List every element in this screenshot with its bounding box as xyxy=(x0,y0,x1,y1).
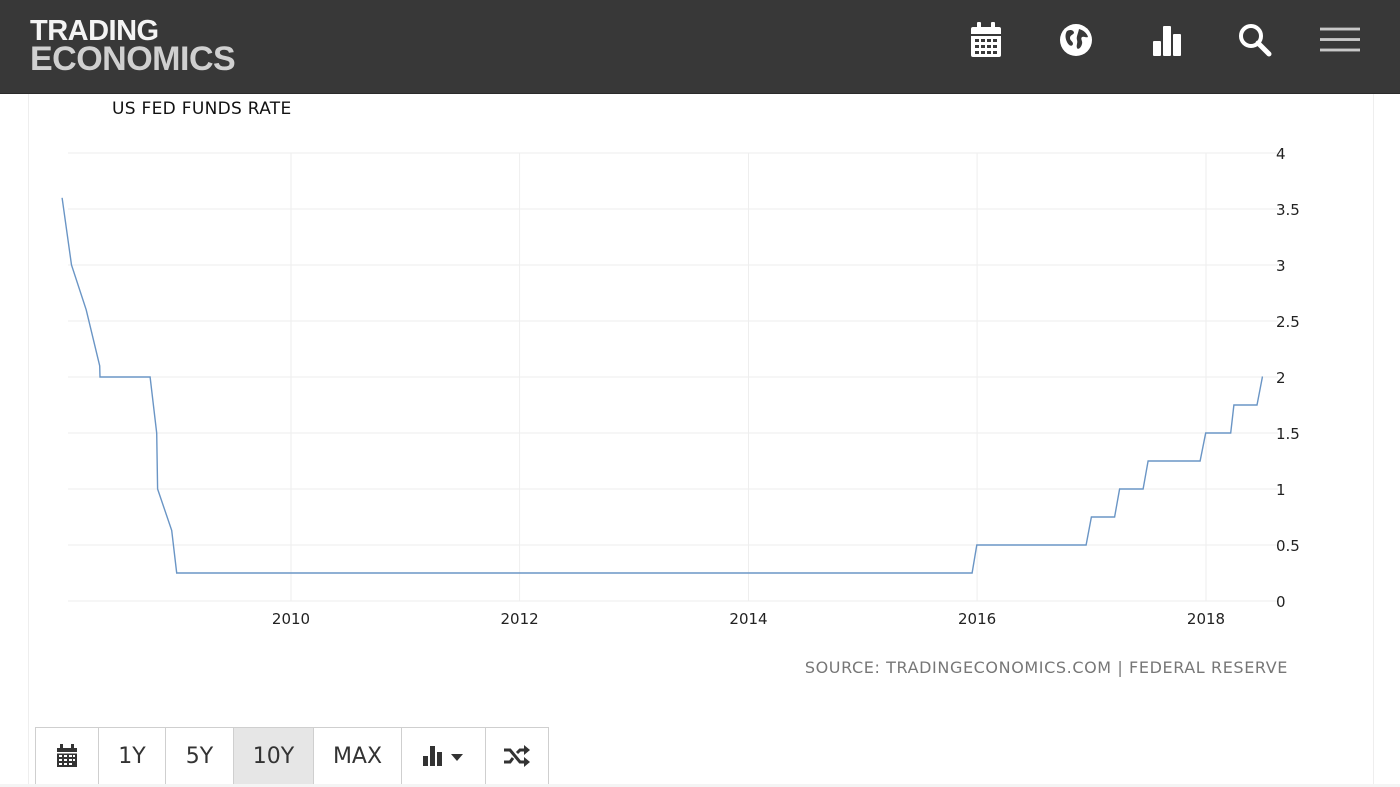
chart-toolbar: 1Y 5Y 10Y MAX xyxy=(35,727,549,785)
bottom-divider xyxy=(0,784,1400,787)
chart-type-dropdown-button[interactable] xyxy=(402,728,486,784)
y-tick-label: 0.5 xyxy=(1276,537,1300,555)
fed-funds-rate-line xyxy=(61,197,1264,574)
x-tick-label: 2012 xyxy=(500,610,538,628)
y-tick-label: 0 xyxy=(1276,593,1286,611)
logo-line-1: TRADING xyxy=(30,15,159,47)
y-tick-label: 2 xyxy=(1276,369,1286,387)
bar-chart-dropdown-icon xyxy=(422,746,463,766)
menu-icon[interactable] xyxy=(1320,20,1360,60)
x-tick-label: 2014 xyxy=(729,610,767,628)
shuffle-icon xyxy=(504,745,530,767)
y-tick-label: 1 xyxy=(1276,481,1286,499)
x-tick-label: 2010 xyxy=(272,610,310,628)
y-tick-label: 3.5 xyxy=(1276,201,1300,219)
globe-icon[interactable] xyxy=(1056,20,1096,60)
bar-chart-icon[interactable] xyxy=(1147,20,1187,60)
range-5y-button[interactable]: 5Y xyxy=(166,728,234,784)
range-max-button[interactable]: MAX xyxy=(314,728,402,784)
y-tick-label: 4 xyxy=(1276,145,1286,163)
y-tick-label: 2.5 xyxy=(1276,313,1300,331)
search-icon[interactable] xyxy=(1235,20,1275,60)
trading-economics-logo[interactable]: TRADING ECONOMICS xyxy=(30,15,236,78)
chart-title: US FED FUNDS RATE xyxy=(112,99,292,119)
logo-line-2: ECONOMICS xyxy=(30,40,236,78)
range-10y-button[interactable]: 10Y xyxy=(234,728,314,784)
range-1y-button[interactable]: 1Y xyxy=(99,728,166,784)
calendar-icon xyxy=(57,744,77,767)
x-tick-label: 2016 xyxy=(958,610,996,628)
y-tick-label: 1.5 xyxy=(1276,425,1300,443)
content-panel xyxy=(28,94,1374,787)
date-range-calendar-button[interactable] xyxy=(36,728,99,784)
top-navigation-bar: TRADING ECONOMICS xyxy=(0,0,1400,94)
calendar-icon[interactable] xyxy=(966,20,1006,60)
x-tick-label: 2018 xyxy=(1187,610,1225,628)
line-chart: 0 0.5 1 1.5 2 2.5 3 3.5 4 2010 2012 2014 2016 2018 xyxy=(61,145,1300,628)
y-tick-label: 3 xyxy=(1276,257,1286,275)
source-attribution: SOURCE: TRADINGECONOMICS.COM | FEDERAL R… xyxy=(804,658,1288,677)
shuffle-compare-button[interactable] xyxy=(486,728,548,784)
